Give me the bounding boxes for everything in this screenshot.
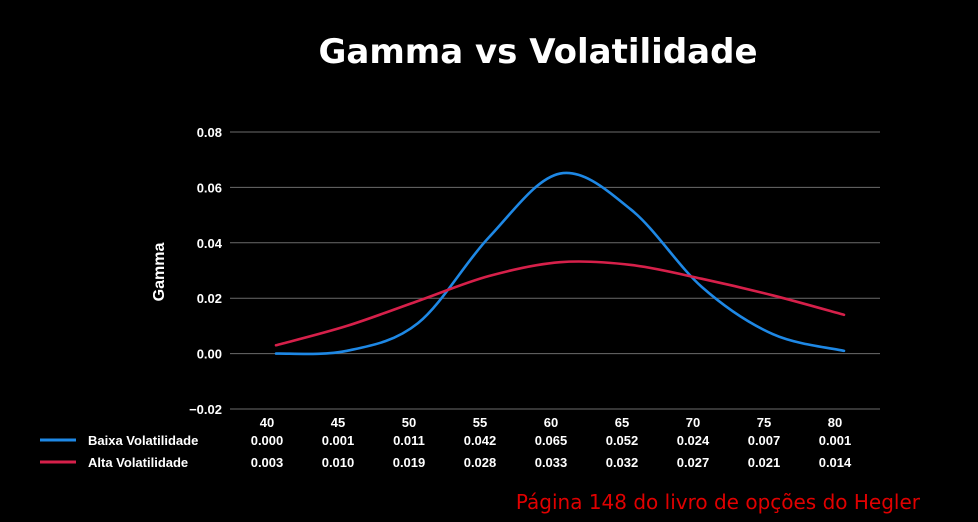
data-label: 0.042 — [464, 433, 497, 448]
series-lines — [274, 171, 846, 356]
data-label: 0.052 — [606, 433, 639, 448]
y-tick-label: 0.06 — [197, 180, 222, 195]
x-tick-label: 55 — [473, 415, 487, 430]
data-label: 0.011 — [393, 433, 425, 448]
data-label: 0.001 — [819, 433, 852, 448]
source-note: Página 148 do livro de opções do Hegler — [516, 490, 921, 514]
y-axis-ticks: 0.08 0.06 0.04 0.02 0.00 −0.02 — [189, 125, 223, 417]
x-axis-ticks: 40 45 50 55 60 65 70 75 80 — [260, 415, 842, 430]
series-line-alta-volatilidade — [274, 260, 846, 347]
data-label: 0.000 — [251, 433, 284, 448]
data-label: 0.028 — [464, 455, 497, 470]
legend-label: Baixa Volatilidade — [88, 433, 198, 448]
grid — [230, 131, 880, 410]
data-label: 0.001 — [322, 433, 355, 448]
x-tick-label: 65 — [615, 415, 629, 430]
x-tick-label: 80 — [828, 415, 842, 430]
data-label: 0.065 — [535, 433, 568, 448]
x-tick-label: 75 — [757, 415, 771, 430]
x-tick-label: 40 — [260, 415, 274, 430]
y-tick-label: 0.00 — [197, 347, 222, 362]
chart-title: Gamma vs Volatilidade — [318, 32, 757, 72]
y-tick-label: −0.02 — [189, 402, 222, 417]
data-label: 0.024 — [677, 433, 710, 448]
data-label: 0.027 — [677, 455, 710, 470]
y-tick-label: 0.04 — [197, 236, 223, 251]
x-tick-label: 50 — [402, 415, 416, 430]
data-table: Baixa Volatilidade 0.000 0.001 0.011 0.042 0.… — [40, 433, 852, 470]
data-label: 0.019 — [393, 455, 426, 470]
x-tick-label: 45 — [331, 415, 345, 430]
y-tick-label: 0.08 — [197, 125, 222, 140]
data-label: 0.007 — [748, 433, 781, 448]
data-label: 0.032 — [606, 455, 639, 470]
y-tick-label: 0.02 — [197, 291, 222, 306]
data-label: 0.033 — [535, 455, 568, 470]
series-line-baixa-volatilidade — [274, 171, 846, 356]
data-label: 0.014 — [819, 455, 852, 470]
y-axis-label: Gamma — [151, 243, 168, 302]
x-tick-label: 70 — [686, 415, 700, 430]
legend-label: Alta Volatilidade — [88, 455, 188, 470]
data-label: 0.021 — [748, 455, 781, 470]
x-tick-label: 60 — [544, 415, 558, 430]
data-label: 0.003 — [251, 455, 284, 470]
data-label: 0.010 — [322, 455, 355, 470]
